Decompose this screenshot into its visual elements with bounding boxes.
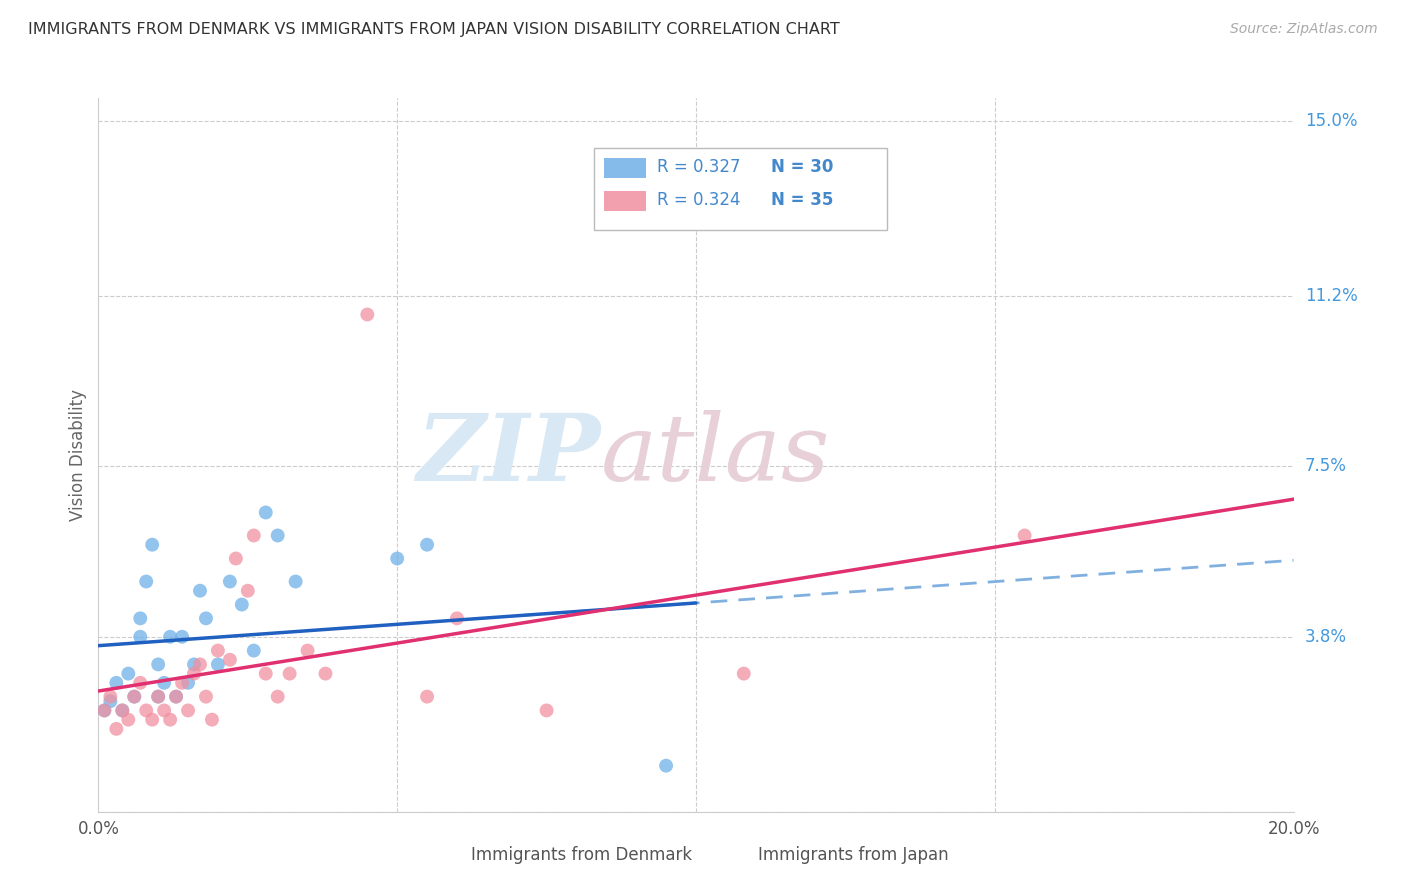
Point xyxy=(172,630,194,644)
Y-axis label: Vision Disability: Vision Disability xyxy=(69,389,87,521)
Point xyxy=(254,506,277,520)
Point xyxy=(153,675,176,690)
Point xyxy=(165,690,187,704)
Point xyxy=(219,653,242,667)
Text: 11.2%: 11.2% xyxy=(1305,287,1357,305)
Text: N = 30: N = 30 xyxy=(772,159,834,177)
Text: R = 0.324: R = 0.324 xyxy=(657,191,740,209)
Point xyxy=(416,690,439,704)
Point xyxy=(124,690,146,704)
Text: R = 0.327: R = 0.327 xyxy=(657,159,740,177)
Point xyxy=(98,694,122,708)
Point xyxy=(733,666,755,681)
Point xyxy=(188,657,211,672)
Point xyxy=(129,675,152,690)
Point xyxy=(231,598,253,612)
Point xyxy=(172,675,194,690)
Point xyxy=(117,666,139,681)
Point xyxy=(111,703,134,717)
Text: Immigrants from Denmark: Immigrants from Denmark xyxy=(471,846,692,863)
Point xyxy=(148,657,170,672)
Point xyxy=(219,574,242,589)
Point xyxy=(655,758,678,772)
Point xyxy=(356,308,378,322)
Point xyxy=(141,713,163,727)
Point xyxy=(194,690,218,704)
FancyBboxPatch shape xyxy=(605,158,645,178)
Point xyxy=(177,703,200,717)
Text: 3.8%: 3.8% xyxy=(1305,628,1347,646)
Point xyxy=(105,722,128,736)
Point xyxy=(98,690,122,704)
Point xyxy=(201,713,224,727)
Text: 7.5%: 7.5% xyxy=(1305,458,1347,475)
Point xyxy=(254,666,277,681)
Text: Immigrants from Japan: Immigrants from Japan xyxy=(758,846,949,863)
Point xyxy=(236,583,259,598)
Point xyxy=(129,630,152,644)
Point xyxy=(105,675,128,690)
Point xyxy=(315,666,337,681)
Point xyxy=(536,703,558,717)
Point xyxy=(148,690,170,704)
Point xyxy=(267,528,290,542)
Text: atlas: atlas xyxy=(600,410,830,500)
Point xyxy=(284,574,307,589)
Point xyxy=(135,574,157,589)
Point xyxy=(207,657,229,672)
Text: N = 35: N = 35 xyxy=(772,191,834,209)
Point xyxy=(1014,528,1036,542)
Point xyxy=(141,538,163,552)
Text: IMMIGRANTS FROM DENMARK VS IMMIGRANTS FROM JAPAN VISION DISABILITY CORRELATION C: IMMIGRANTS FROM DENMARK VS IMMIGRANTS FR… xyxy=(28,22,839,37)
FancyBboxPatch shape xyxy=(595,148,887,230)
Point xyxy=(225,551,247,566)
Point xyxy=(243,528,266,542)
Point xyxy=(159,630,181,644)
Point xyxy=(124,690,146,704)
Point xyxy=(148,690,170,704)
Point xyxy=(111,703,134,717)
Point xyxy=(93,703,115,717)
Point xyxy=(135,703,157,717)
Point xyxy=(153,703,176,717)
Point xyxy=(194,611,218,625)
Point xyxy=(385,551,409,566)
Point xyxy=(416,538,439,552)
Text: Source: ZipAtlas.com: Source: ZipAtlas.com xyxy=(1230,22,1378,37)
Point xyxy=(267,690,290,704)
Point xyxy=(183,666,205,681)
Point xyxy=(183,657,205,672)
FancyBboxPatch shape xyxy=(605,191,645,211)
Point xyxy=(177,675,200,690)
Point xyxy=(165,690,187,704)
Text: ZIP: ZIP xyxy=(416,410,600,500)
Point xyxy=(243,643,266,657)
Point xyxy=(159,713,181,727)
Point xyxy=(117,713,139,727)
Point xyxy=(93,703,115,717)
Point xyxy=(188,583,211,598)
Point xyxy=(446,611,468,625)
Text: 15.0%: 15.0% xyxy=(1305,112,1357,130)
Point xyxy=(207,643,229,657)
Point xyxy=(129,611,152,625)
FancyBboxPatch shape xyxy=(720,844,749,865)
Point xyxy=(278,666,301,681)
FancyBboxPatch shape xyxy=(433,844,463,865)
Point xyxy=(297,643,319,657)
